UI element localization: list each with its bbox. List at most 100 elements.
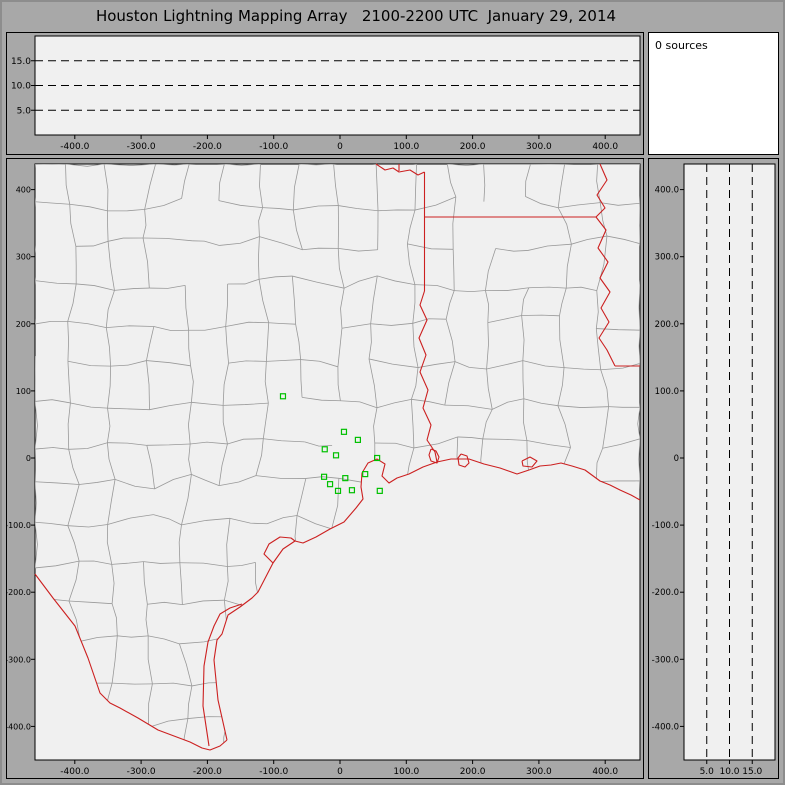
county-line [154, 474, 192, 490]
altitude-ns-plot[interactable]: 5.0 10.0 15.0 400.0 300.0 200.0 100.0 0 -100.0 -2… [649, 159, 778, 778]
county-line [527, 243, 572, 251]
county-line [485, 287, 529, 291]
tick-label: -400.0 [60, 767, 89, 777]
sources-count-panel: 0 sources [648, 32, 779, 155]
county-line [340, 288, 345, 329]
county-line [190, 365, 194, 403]
tick-label: 200.0 [655, 320, 679, 330]
plot-box [34, 163, 641, 761]
boundary-line [457, 453, 470, 468]
tick-label: 300.0 [526, 767, 552, 777]
county-line [528, 286, 567, 289]
county-line [255, 438, 264, 476]
county-line [457, 436, 483, 440]
county-line [411, 367, 419, 400]
county-line [111, 564, 115, 604]
county-line [368, 358, 378, 408]
county-line [595, 328, 602, 370]
county-line [301, 396, 341, 402]
lma-stations [279, 393, 383, 494]
county-line [412, 323, 419, 368]
county-line [638, 438, 640, 481]
lma-station-marker [374, 454, 381, 462]
county-line [259, 236, 303, 251]
county-line [262, 207, 294, 211]
county-line [178, 524, 182, 563]
lma-station-marker [376, 487, 383, 494]
county-line [148, 635, 180, 645]
county-line [181, 164, 190, 199]
county-line [69, 204, 77, 247]
tick-label: -400.0 [652, 722, 679, 732]
county-line [259, 275, 293, 280]
county-line [179, 643, 193, 687]
county-line [445, 290, 455, 320]
county-line [223, 566, 229, 601]
lma-station-marker [334, 487, 342, 494]
map-plot[interactable]: -400.0 -300.0 -200.0 -100.0 0 100.0 200.0 300.0… [7, 159, 643, 778]
county-line [224, 164, 261, 166]
county-line [188, 330, 192, 366]
boundary-line [428, 448, 440, 464]
county-line [454, 290, 486, 293]
lma-station-marker [340, 428, 348, 435]
county-line [114, 478, 155, 490]
county-line [337, 248, 345, 289]
county-line [219, 475, 257, 487]
tick-label: 400.0 [655, 186, 679, 196]
county-line [187, 685, 193, 719]
county-line [65, 164, 105, 167]
county-line [521, 315, 525, 361]
county-line [218, 443, 228, 486]
county-line [79, 560, 112, 565]
county-line [146, 445, 155, 489]
county-line [571, 235, 608, 245]
tick-label: 10.0 [11, 82, 31, 92]
county-line [412, 284, 416, 324]
county-line [558, 202, 601, 209]
county-line [69, 203, 108, 212]
county-line [79, 478, 116, 485]
county-line [142, 209, 147, 239]
county-line [222, 405, 228, 445]
tick-label: 15.0 [742, 767, 762, 777]
county-line [35, 481, 37, 523]
county-line [255, 475, 306, 479]
county-line [143, 561, 180, 564]
tick-label: 400.0 [592, 142, 618, 152]
lma-station-marker [348, 487, 356, 494]
county-line [106, 442, 116, 480]
county-line [557, 367, 565, 406]
county-line [492, 398, 524, 410]
county-line [526, 440, 571, 448]
county-line [105, 327, 112, 367]
tick-label: 0 [337, 767, 343, 777]
county-line [103, 164, 109, 211]
county-line [600, 202, 640, 206]
lma-station-marker [332, 452, 340, 459]
lma-station-marker [326, 481, 334, 488]
altitude-ew-plot[interactable]: 15.0 10.0 5.0 -400.0 -300.0 -200.0 -100.0 0 100.… [7, 33, 643, 154]
tick-label: 400 [16, 186, 31, 195]
county-line [412, 318, 447, 324]
county-line [147, 635, 153, 684]
county-line [191, 474, 220, 487]
county-line [263, 438, 305, 443]
county-line [35, 560, 80, 569]
county-line [305, 476, 339, 479]
county-line [67, 484, 80, 526]
county-line [596, 328, 640, 331]
county-line [370, 322, 413, 326]
county-line [559, 315, 565, 368]
boundary-line [213, 458, 641, 741]
map-panel: -400.0 -300.0 -200.0 -100.0 0 100.0 200.0 300.0… [6, 158, 644, 779]
county-line [179, 562, 228, 567]
tick-label: -200.0 [193, 142, 222, 152]
plot-box [683, 163, 776, 761]
county-line [340, 400, 378, 409]
county-line [225, 321, 269, 327]
county-line [155, 164, 190, 166]
county-line [595, 448, 604, 482]
county-line [227, 438, 264, 445]
tick-label: -300.0 [127, 767, 156, 777]
